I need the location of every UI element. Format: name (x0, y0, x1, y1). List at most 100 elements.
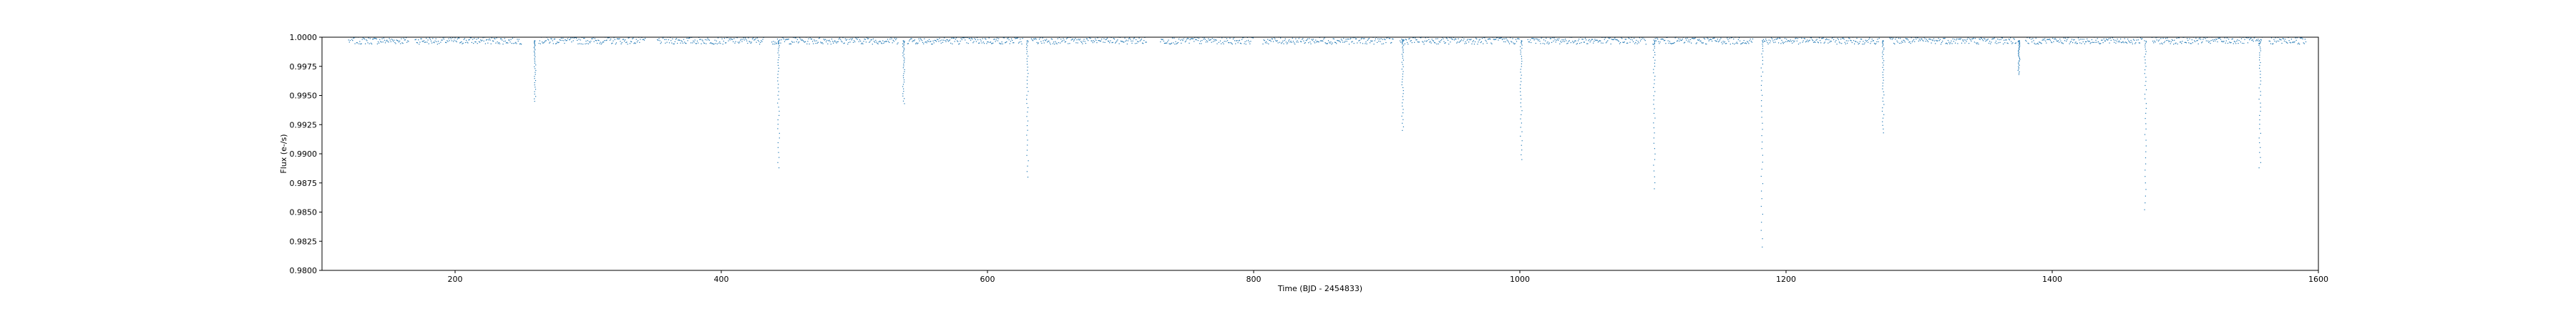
data-point (2119, 41, 2121, 43)
data-point (778, 71, 779, 72)
data-point (2259, 40, 2260, 41)
data-point (2145, 157, 2147, 159)
x-tick-label: 1200 (1776, 275, 1796, 284)
data-point (2170, 41, 2172, 43)
data-point (1521, 66, 1522, 67)
data-point (2238, 40, 2240, 41)
data-point (1747, 41, 1749, 43)
data-point (1823, 42, 1825, 44)
data-point (2047, 39, 2049, 40)
data-point (2244, 39, 2245, 40)
data-point (2185, 41, 2186, 43)
x-tick-label: 400 (714, 275, 729, 284)
data-point (892, 39, 894, 41)
data-point (1760, 175, 1762, 177)
data-point (1654, 148, 1655, 149)
data-point (988, 37, 990, 39)
data-point (2140, 37, 2142, 39)
data-point (2134, 39, 2135, 41)
data-point (902, 86, 904, 87)
data-point (2303, 43, 2305, 44)
data-point (1911, 41, 1913, 43)
data-point (1672, 43, 1674, 44)
data-point (1211, 41, 1212, 43)
data-point (466, 39, 467, 41)
data-point (2145, 41, 2147, 43)
data-point (1252, 37, 1254, 39)
data-point (2220, 39, 2222, 40)
data-point (1614, 37, 1616, 39)
data-point (1403, 39, 1405, 41)
data-point (1665, 43, 1667, 44)
data-point (725, 42, 726, 44)
data-point (902, 95, 904, 97)
data-point (2259, 142, 2260, 144)
data-point (2259, 59, 2260, 61)
data-point (1599, 40, 1601, 41)
data-point (1027, 144, 1028, 146)
data-point (849, 41, 851, 43)
data-point (2114, 39, 2116, 41)
data-point (799, 37, 801, 39)
data-point (1866, 40, 1868, 41)
data-point (1026, 49, 1028, 50)
data-point (1938, 38, 1939, 39)
data-point (709, 42, 711, 44)
data-point (747, 42, 748, 44)
data-point (903, 91, 904, 92)
data-point (1226, 40, 1229, 41)
data-point (477, 43, 478, 44)
data-point (1935, 43, 1936, 44)
data-point (1069, 43, 1070, 44)
data-point (1117, 39, 1118, 41)
data-point (1503, 41, 1505, 42)
data-point (2212, 39, 2213, 41)
data-point (1131, 42, 1133, 44)
data-point (688, 37, 690, 39)
data-point (1644, 40, 1646, 41)
data-point (706, 39, 708, 41)
data-point (2298, 42, 2300, 44)
data-point (2145, 163, 2147, 165)
data-point (1760, 84, 1762, 86)
data-point (575, 37, 577, 39)
data-point (912, 40, 914, 41)
data-point (1521, 144, 1522, 146)
data-point (1883, 47, 1885, 49)
data-point (1685, 38, 1687, 39)
data-point (2258, 44, 2260, 46)
data-point (1858, 43, 1860, 44)
data-point (1279, 41, 1281, 43)
data-point (1882, 42, 1883, 44)
data-point (1737, 39, 1739, 41)
data-point (703, 42, 704, 44)
data-point (995, 39, 997, 41)
data-point (1317, 41, 1319, 42)
data-point (1514, 43, 1516, 44)
data-point (633, 43, 635, 44)
data-point (1589, 39, 1590, 40)
data-point (939, 38, 940, 39)
data-point (1480, 41, 1482, 42)
data-point (2101, 39, 2102, 41)
data-point (1332, 38, 1334, 39)
data-point (1124, 37, 1126, 39)
data-point (1762, 48, 1763, 49)
data-point (1281, 43, 1282, 44)
data-point (1760, 205, 1762, 207)
data-point (977, 39, 979, 41)
data-point (726, 37, 728, 39)
data-point (1026, 42, 1028, 44)
data-point (2287, 42, 2288, 44)
data-point (1883, 94, 1885, 96)
data-point (1189, 39, 1191, 41)
data-point (1026, 149, 1028, 151)
data-point (1173, 42, 1174, 44)
data-point (1521, 40, 1522, 41)
data-point (2046, 39, 2048, 40)
data-point (1013, 42, 1015, 44)
data-point (2249, 39, 2250, 41)
data-point (2259, 54, 2260, 56)
data-point (2077, 37, 2079, 39)
